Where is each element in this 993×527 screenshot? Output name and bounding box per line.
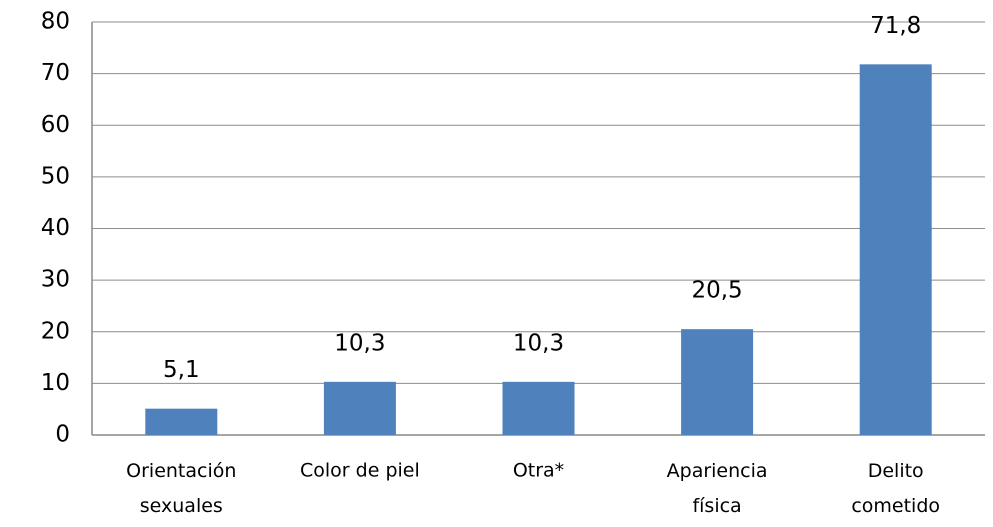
y-tick-label: 80 [41, 9, 70, 35]
bar [681, 329, 754, 435]
bar [323, 381, 396, 435]
bar [859, 64, 932, 436]
x-tick-label: Otra* [513, 460, 564, 482]
y-tick-label: 0 [55, 422, 70, 448]
value-label: 20,5 [691, 278, 742, 304]
bar [502, 381, 575, 435]
value-label: 10,3 [334, 330, 385, 356]
x-tick-label: Delito cometido [851, 460, 940, 517]
y-tick-label: 50 [41, 163, 70, 189]
bar [145, 408, 218, 435]
value-label: 5,1 [163, 357, 200, 383]
y-tick-label: 10 [41, 370, 70, 396]
y-tick-label: 70 [41, 60, 70, 86]
value-label: 71,8 [870, 13, 921, 39]
x-tick-label: Color de piel [300, 460, 420, 482]
x-tick-label: Orientación sexuales [126, 460, 236, 517]
value-label: 10,3 [513, 330, 564, 356]
y-tick-label: 40 [41, 215, 70, 241]
x-tick-label: Apariencia física [667, 460, 768, 517]
y-tick-label: 20 [41, 318, 70, 344]
y-tick-label: 30 [41, 267, 70, 293]
y-tick-label: 60 [41, 112, 70, 138]
